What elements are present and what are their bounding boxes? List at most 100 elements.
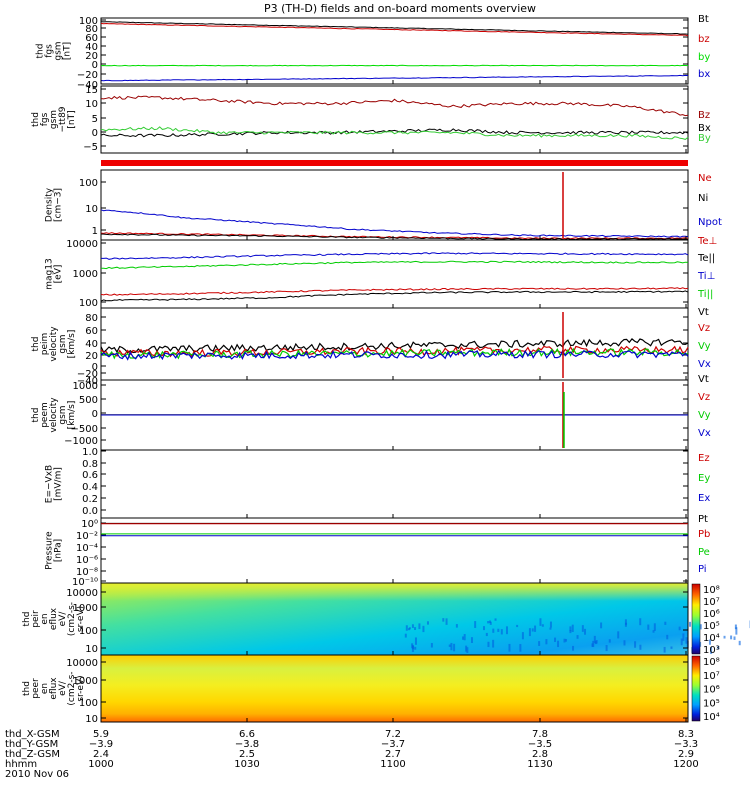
spectrogram-pixel [430, 642, 433, 648]
spectrogram-pixel [595, 640, 598, 644]
y-axis-label: [km/s] [67, 330, 77, 359]
legend-Te⊥: Te⊥ [697, 236, 717, 247]
series-line-bx [100, 74, 689, 82]
y-tick-label: 0.0 [82, 506, 98, 517]
panel-frame [100, 85, 689, 154]
series-line-Bt [100, 21, 689, 35]
spectrogram-pixel [584, 628, 587, 635]
spectrogram-pixel [717, 646, 720, 650]
ephemeris-value: 6.6 [239, 729, 255, 740]
y-tick-label: 1 [92, 226, 98, 237]
spectrogram-pixel [404, 633, 407, 638]
spectrogram-pixel [576, 635, 579, 639]
legend-Npot: Npot [698, 217, 722, 228]
ephemeris-value: 1200 [673, 759, 698, 770]
y-axis-label: [cm−3] [54, 188, 64, 222]
spectrogram-pixel [653, 623, 656, 631]
y-tick-label: 80 [85, 313, 98, 324]
panel-peir_en_eflux: 10000 1000 100 10 thd peir en eflux eV/(cm2-s-sr… [22, 582, 750, 656]
y-tick-label: 100 [79, 16, 98, 27]
panel-frame [100, 307, 689, 381]
legend-by: by [698, 52, 710, 63]
page-title: P3 (TH-D) fields and on-board moments ov… [264, 2, 536, 15]
spectrogram-pixel [634, 641, 637, 648]
series-line-Bx [100, 128, 689, 138]
series-line-by [100, 64, 689, 67]
colorbar-tick-label: 10⁶ [703, 609, 720, 620]
y-axis-label: en [40, 613, 50, 624]
spectrogram-pixel [689, 621, 692, 627]
legend-Ez: Ez [698, 453, 710, 464]
y-axis-label: gsm [58, 405, 68, 424]
y-axis-label: velocity [49, 397, 59, 433]
y-axis-label: eV/ [58, 611, 68, 627]
spectrogram-pixel [539, 618, 542, 626]
spectrogram-pixel [592, 640, 595, 647]
y-axis-label: [eV] [54, 265, 64, 284]
series-line-Ti⊥ [101, 252, 689, 260]
y-axis-label: thd [36, 44, 46, 59]
series-line-bz [100, 22, 689, 37]
spectrogram-pixel [664, 621, 667, 625]
spectrogram-pixel [549, 621, 552, 628]
y-axis-label: gsm [54, 41, 64, 60]
y-tick-label: 10⁰ [81, 519, 98, 530]
panel-frame [100, 17, 689, 85]
y-axis-label: eflux [49, 607, 59, 630]
ephemeris-value: 2.4 [93, 749, 109, 760]
y-axis-label: [nPa] [54, 539, 64, 562]
legend-Vt: Vt [698, 307, 709, 318]
spectrogram-pixel [699, 624, 702, 630]
y-tick-label: −20 [77, 70, 98, 81]
spectrogram-pixel [569, 630, 572, 634]
spectrogram-pixel [733, 636, 736, 640]
spectrogram-pixel [735, 627, 738, 635]
y-tick-label: 0.6 [82, 470, 98, 481]
legend-Ti||: Ti|| [697, 289, 713, 300]
colorbar-tick-label: 10⁸ [703, 585, 720, 596]
y-tick-label: 0.8 [82, 459, 98, 470]
spectrogram-pixel [497, 628, 500, 632]
y-axis-label: gsm [49, 110, 59, 129]
y-tick-label: 0 [92, 409, 98, 420]
spectrogram-pixel [442, 618, 445, 622]
ephemeris-value: 7.8 [532, 729, 548, 740]
colorbar-tick-label: 10⁷ [703, 671, 720, 682]
y-tick-label: 60 [85, 33, 98, 44]
ephemeris-label: thd_Z-GSM [5, 749, 60, 760]
legend-Ti⊥: Ti⊥ [697, 271, 715, 282]
legend-Ey: Ey [698, 473, 710, 484]
y-axis-label: thd [22, 612, 32, 627]
spectrogram-pixel [492, 639, 495, 648]
ephemeris-value: 2.8 [532, 749, 548, 760]
series-line-By [100, 126, 689, 140]
y-tick-label: 1000 [73, 269, 98, 280]
y-tick-label: 10 [85, 644, 98, 655]
ephemeris-value: −3.9 [89, 739, 113, 750]
ephemeris-value: 2.7 [385, 749, 401, 760]
y-axis-label: [km/s] [67, 401, 77, 430]
y-tick-label: 10⁻⁶ [76, 555, 98, 566]
y-tick-label: 40 [85, 339, 98, 350]
panel-frame [100, 449, 689, 519]
y-axis-label: thd [22, 681, 32, 696]
colorbar [691, 655, 701, 722]
ephemeris-table: thd_X-GSM 5.9 6.6 7.2 7.8 8.3 thd_Y-GSM −3.9 −3.… [5, 729, 699, 780]
ephemeris-label: thd_X-GSM [5, 729, 60, 740]
panel-frame [100, 239, 689, 309]
ephemeris-value: −3.5 [528, 739, 552, 750]
y-axis-label: gsm [58, 334, 68, 353]
spectrogram-pixel [405, 625, 408, 631]
legend-Bt: Bt [698, 14, 709, 25]
spectrogram-pixel [414, 627, 417, 631]
y-axis-label: thd [31, 112, 41, 127]
colorbar-tick-label: 10⁵ [703, 698, 720, 709]
ephemeris-value: 7.2 [385, 729, 401, 740]
colorbar-tick-label: 10⁷ [703, 597, 720, 608]
y-tick-label: 40 [85, 42, 98, 53]
separator-band [101, 160, 688, 166]
spectrogram-pixel [411, 643, 414, 649]
spectrogram-pixel [652, 630, 655, 633]
panel-frame [100, 169, 689, 241]
